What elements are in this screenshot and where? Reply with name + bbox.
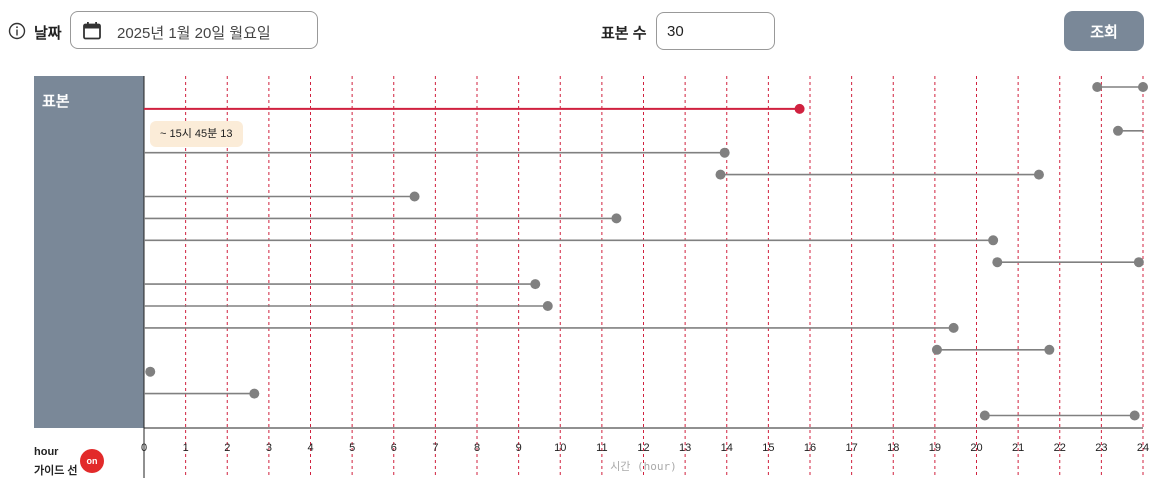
date-value: 2025년 1월 20일 월요일: [117, 25, 271, 42]
x-tick-label: 5: [349, 442, 355, 454]
x-tick-label: 20: [970, 442, 982, 454]
segment-start-marker: [145, 366, 156, 377]
x-tick-label: 22: [1054, 442, 1066, 454]
x-tick-label: 15: [762, 442, 774, 454]
x-tick-label: 18: [887, 442, 899, 454]
segment-end-marker: [409, 191, 420, 202]
segment-start-marker: [931, 344, 942, 355]
samples-label: 표본 수: [601, 25, 647, 42]
x-tick-label: 19: [929, 442, 941, 454]
x-tick-label: 4: [307, 442, 313, 454]
sample-panel-title: 표본: [42, 93, 70, 110]
x-tick-label: 1: [183, 442, 189, 454]
guide-line-label: 가이드 선: [34, 465, 78, 477]
segment-end-marker: [611, 213, 622, 224]
x-tick-label: 14: [721, 442, 733, 454]
tooltip: ~ 15시 45분 13: [150, 121, 243, 147]
segment-end-marker: [1138, 82, 1148, 92]
x-tick-label: 17: [846, 442, 858, 454]
segment-start-marker: [1092, 82, 1103, 92]
segment-start-marker: [715, 169, 726, 180]
x-tick-label: 8: [474, 442, 480, 454]
x-axis-label: 시간 (hour): [610, 460, 677, 473]
segment-end-marker: [794, 103, 805, 114]
x-tick-label: 13: [679, 442, 691, 454]
x-tick-label: 9: [516, 442, 522, 454]
x-tick-label: 21: [1012, 442, 1024, 454]
x-tick-label: 2: [224, 442, 230, 454]
guide-line-toggle[interactable]: on: [80, 449, 104, 473]
segment-start-marker: [1113, 125, 1124, 136]
segment-end-marker: [988, 235, 999, 246]
segment-end-marker: [1133, 257, 1144, 268]
x-tick-label: 16: [804, 442, 816, 454]
sample-panel: 표본: [34, 76, 144, 428]
segment-end-marker: [1033, 169, 1044, 180]
x-tick-label: 23: [1095, 442, 1107, 454]
segment-start-marker: [992, 257, 1003, 268]
x-tick-label: 11: [596, 442, 607, 454]
info-circle-icon[interactable]: [8, 22, 26, 40]
x-tick-label: 12: [637, 442, 649, 454]
samples-input[interactable]: [656, 12, 775, 50]
x-tick-label: 24: [1137, 442, 1149, 454]
segment-end-marker: [1129, 410, 1140, 421]
date-picker[interactable]: 2025년 1월 20일 월요일: [70, 11, 318, 49]
segment-end-marker: [1044, 344, 1055, 355]
segment-end-marker: [948, 322, 959, 333]
query-button[interactable]: 조회: [1064, 11, 1144, 51]
segment-end-marker: [249, 388, 260, 399]
x-tick-label: 7: [432, 442, 438, 454]
calendar-icon[interactable]: [82, 21, 102, 41]
x-tick-label: 3: [266, 442, 272, 454]
segment-start-marker: [979, 410, 990, 421]
x-tick-label: 0: [141, 442, 147, 454]
x-tick-label: 6: [391, 442, 397, 454]
segment-end-marker: [719, 147, 730, 158]
segment-end-marker: [530, 279, 541, 290]
date-label: 날짜: [34, 25, 62, 42]
hour-label: hour: [34, 446, 59, 458]
segment-end-marker: [542, 301, 553, 311]
x-tick-label: 10: [554, 442, 566, 454]
